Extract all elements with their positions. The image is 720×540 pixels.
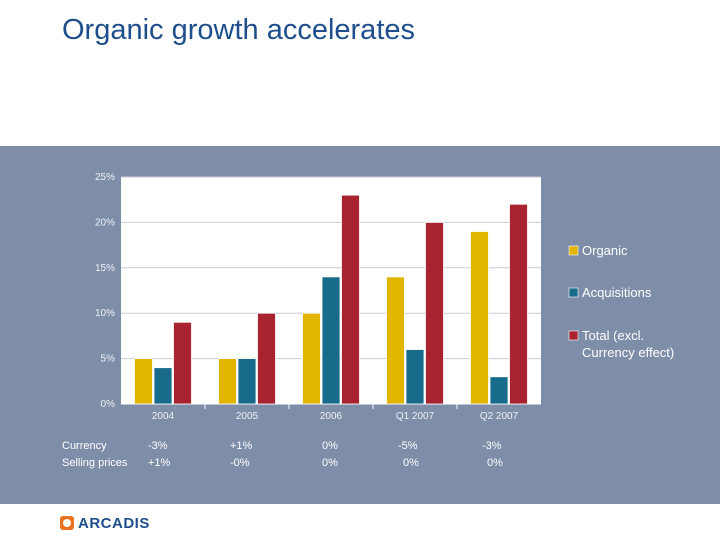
y-tick-label: 10% xyxy=(95,308,115,319)
legend-label: Currency effect) xyxy=(582,345,674,360)
bar-organic xyxy=(218,358,237,405)
legend-swatch xyxy=(568,245,579,256)
x-tick-label: Q1 2007 xyxy=(396,411,435,422)
x-tick-label: 2005 xyxy=(236,411,259,422)
bar-acquisitions xyxy=(489,376,509,405)
currency-value-q1-2007: -5% xyxy=(398,440,418,452)
bar-total-excl-currency-effect xyxy=(425,222,444,405)
legend-swatch xyxy=(568,287,579,298)
currency-value-2005: +1% xyxy=(230,440,253,452)
arcadis-logo: ARCADIS xyxy=(60,514,150,532)
x-tick-label: 2006 xyxy=(320,411,343,422)
bar-organic xyxy=(134,358,153,405)
y-tick-label: 0% xyxy=(101,399,116,410)
bar-total-excl-currency-effect xyxy=(257,312,276,405)
bar-organic xyxy=(386,276,405,405)
selling-value-2005: -0% xyxy=(230,457,250,469)
legend-label: Organic xyxy=(582,243,628,258)
bar-total-excl-currency-effect xyxy=(509,203,528,405)
selling-value-2004: +1% xyxy=(148,457,171,469)
selling-value-q1-2007: 0% xyxy=(403,457,419,469)
row-label-currency: Currency xyxy=(62,440,107,452)
chart-panel: 0% 5% 10% 15% 20% 25% 2004 2005 2006 Q1 2007 Q2 20… xyxy=(0,146,720,504)
bar-acquisitions xyxy=(153,367,173,405)
y-tick-label: 15% xyxy=(95,263,115,274)
legend-swatch xyxy=(568,330,579,341)
bar-acquisitions xyxy=(237,358,257,405)
selling-value-2006: 0% xyxy=(322,457,338,469)
bar-total-excl-currency-effect xyxy=(173,321,192,405)
bar-organic xyxy=(302,312,321,405)
x-tick-label: Q2 2007 xyxy=(480,411,519,422)
y-tick-label: 25% xyxy=(95,172,115,183)
bar-acquisitions xyxy=(321,276,341,405)
bar-acquisitions xyxy=(405,349,425,405)
currency-value-2004: -3% xyxy=(148,440,168,452)
x-tick-label: 2004 xyxy=(152,411,175,422)
y-tick-label: 5% xyxy=(101,354,116,365)
currency-value-q2-2007: -3% xyxy=(482,440,502,452)
slide-title: Organic growth accelerates xyxy=(62,14,415,46)
y-tick-label: 20% xyxy=(95,217,115,228)
logo-text: ARCADIS xyxy=(78,514,150,532)
arcadis-logo-icon xyxy=(60,516,74,530)
bar-organic xyxy=(470,231,489,405)
currency-value-2006: 0% xyxy=(322,440,338,452)
legend-label: Acquisitions xyxy=(582,285,652,300)
bar-chart: 0% 5% 10% 15% 20% 25% 2004 2005 2006 Q1 2007 Q2 20… xyxy=(95,172,674,422)
bar-total-excl-currency-effect xyxy=(341,194,360,405)
row-label-selling-prices: Selling prices xyxy=(62,457,128,469)
legend-label: Total (excl. xyxy=(582,328,644,343)
selling-value-q2-2007: 0% xyxy=(487,457,503,469)
